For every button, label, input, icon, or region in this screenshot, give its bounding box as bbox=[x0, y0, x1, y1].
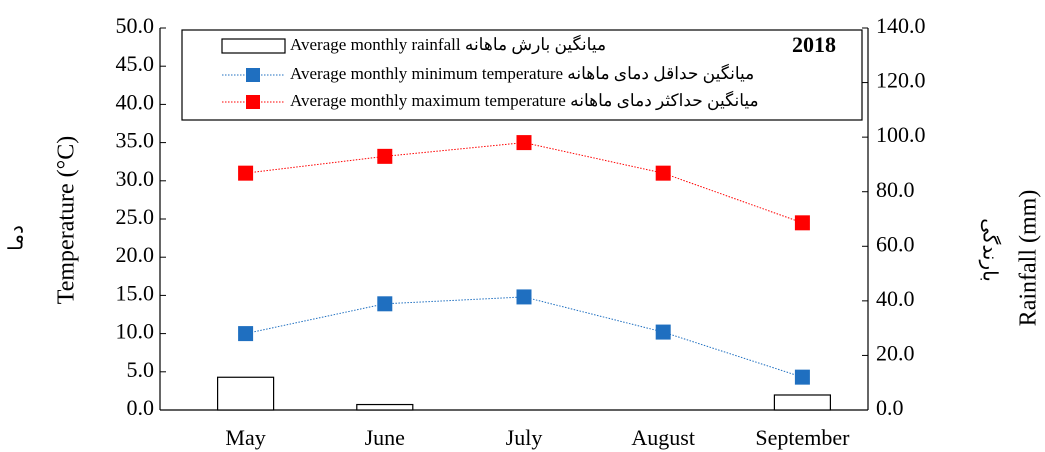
y2-axis-label-fa: بارندگی bbox=[978, 218, 1001, 282]
x-tick-label: August bbox=[631, 425, 695, 450]
x-tick-label: June bbox=[365, 425, 405, 450]
y-tick-label: 0.0 bbox=[127, 395, 155, 420]
y-tick-label: 5.0 bbox=[127, 357, 155, 382]
legend-box bbox=[181, 29, 863, 121]
y2-tick-label: 140.0 bbox=[876, 13, 926, 38]
bar bbox=[217, 376, 275, 411]
legend-swatch bbox=[221, 38, 286, 54]
legend-label: Average monthly rainfall میانگین بارش ما… bbox=[290, 34, 606, 55]
x-tick-label: May bbox=[225, 425, 265, 450]
annotation: 2018 bbox=[792, 32, 836, 57]
y2-tick-label: 60.0 bbox=[876, 231, 915, 256]
legend-label: Average monthly maximum temperature میان… bbox=[290, 90, 759, 111]
marker bbox=[238, 326, 254, 342]
y-tick-label: 25.0 bbox=[116, 204, 155, 229]
x-tick-label: July bbox=[506, 425, 543, 450]
marker bbox=[794, 215, 810, 231]
y2-tick-label: 100.0 bbox=[876, 122, 926, 147]
marker bbox=[377, 296, 393, 312]
y2-tick-label: 120.0 bbox=[876, 68, 926, 93]
line bbox=[245, 142, 803, 224]
legend-label: Average monthly minimum temperature میان… bbox=[290, 63, 754, 84]
y-axis-label: Temperature (°C) bbox=[54, 136, 80, 305]
y2-tick-label: 80.0 bbox=[876, 177, 915, 202]
y-tick-label: 50.0 bbox=[116, 13, 155, 38]
y-tick-label: 10.0 bbox=[116, 319, 155, 344]
marker bbox=[655, 324, 671, 340]
y-tick-label: 35.0 bbox=[116, 128, 155, 153]
marker bbox=[516, 135, 532, 151]
bar bbox=[773, 394, 832, 411]
marker bbox=[794, 369, 810, 385]
line bbox=[245, 296, 803, 378]
y2-tick-label: 20.0 bbox=[876, 340, 915, 365]
y-tick-label: 15.0 bbox=[116, 280, 155, 305]
marker bbox=[655, 165, 671, 181]
y-axis-label-fa: دما bbox=[6, 225, 28, 251]
y2-tick-label: 0.0 bbox=[876, 395, 904, 420]
legend-marker bbox=[246, 68, 260, 82]
y-tick-label: 40.0 bbox=[116, 89, 155, 114]
y2-axis-label: Rainfall (mm) bbox=[1016, 190, 1042, 327]
legend-marker bbox=[246, 95, 260, 109]
y-tick-label: 30.0 bbox=[116, 166, 155, 191]
marker bbox=[238, 165, 254, 181]
marker bbox=[516, 289, 532, 305]
bar bbox=[356, 403, 414, 411]
marker bbox=[377, 148, 393, 164]
y-tick-label: 45.0 bbox=[116, 51, 155, 76]
y2-tick-label: 40.0 bbox=[876, 286, 915, 311]
x-tick-label: September bbox=[755, 425, 850, 450]
y-tick-label: 20.0 bbox=[116, 242, 155, 267]
